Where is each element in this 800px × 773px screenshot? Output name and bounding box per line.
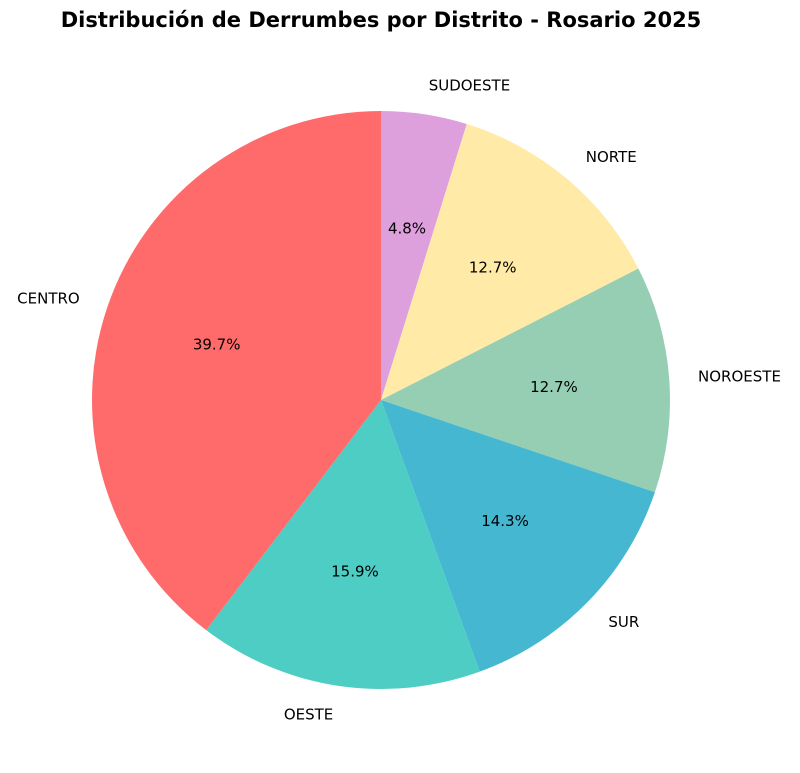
slice-label-centro: CENTRO [17,290,80,308]
pie-slices [91,111,671,689]
pie-labels: 4.8% SUDOESTE 12.7% NORTE 12.7% NOROESTE 14.3%… [17,77,781,724]
slice-label-noroeste: NOROESTE [698,368,781,386]
chart-title: Distribución de Derrumbes por Distrito -… [60,8,702,32]
pie-slice-noroeste [381,268,671,493]
pct-label-sur: 14.3% [481,512,529,530]
pie-slice-centro [91,111,381,631]
pct-label-noroeste: 12.7% [530,378,578,396]
slice-label-norte: NORTE [586,148,637,166]
pct-label-sudoeste: 4.8% [388,220,426,238]
slice-label-oeste: OESTE [284,705,333,723]
pct-label-centro: 39.7% [193,336,241,354]
pct-label-norte: 12.7% [469,258,517,276]
pct-label-oeste: 15.9% [331,562,379,580]
slice-label-sur: SUR [608,613,639,631]
pie-slice-norte [381,124,639,400]
pie-slice-sur [381,400,655,672]
slice-label-sudoeste: SUDOESTE [429,77,511,95]
pie-slice-sudoeste [381,111,467,400]
pie-slice-oeste [206,400,480,689]
